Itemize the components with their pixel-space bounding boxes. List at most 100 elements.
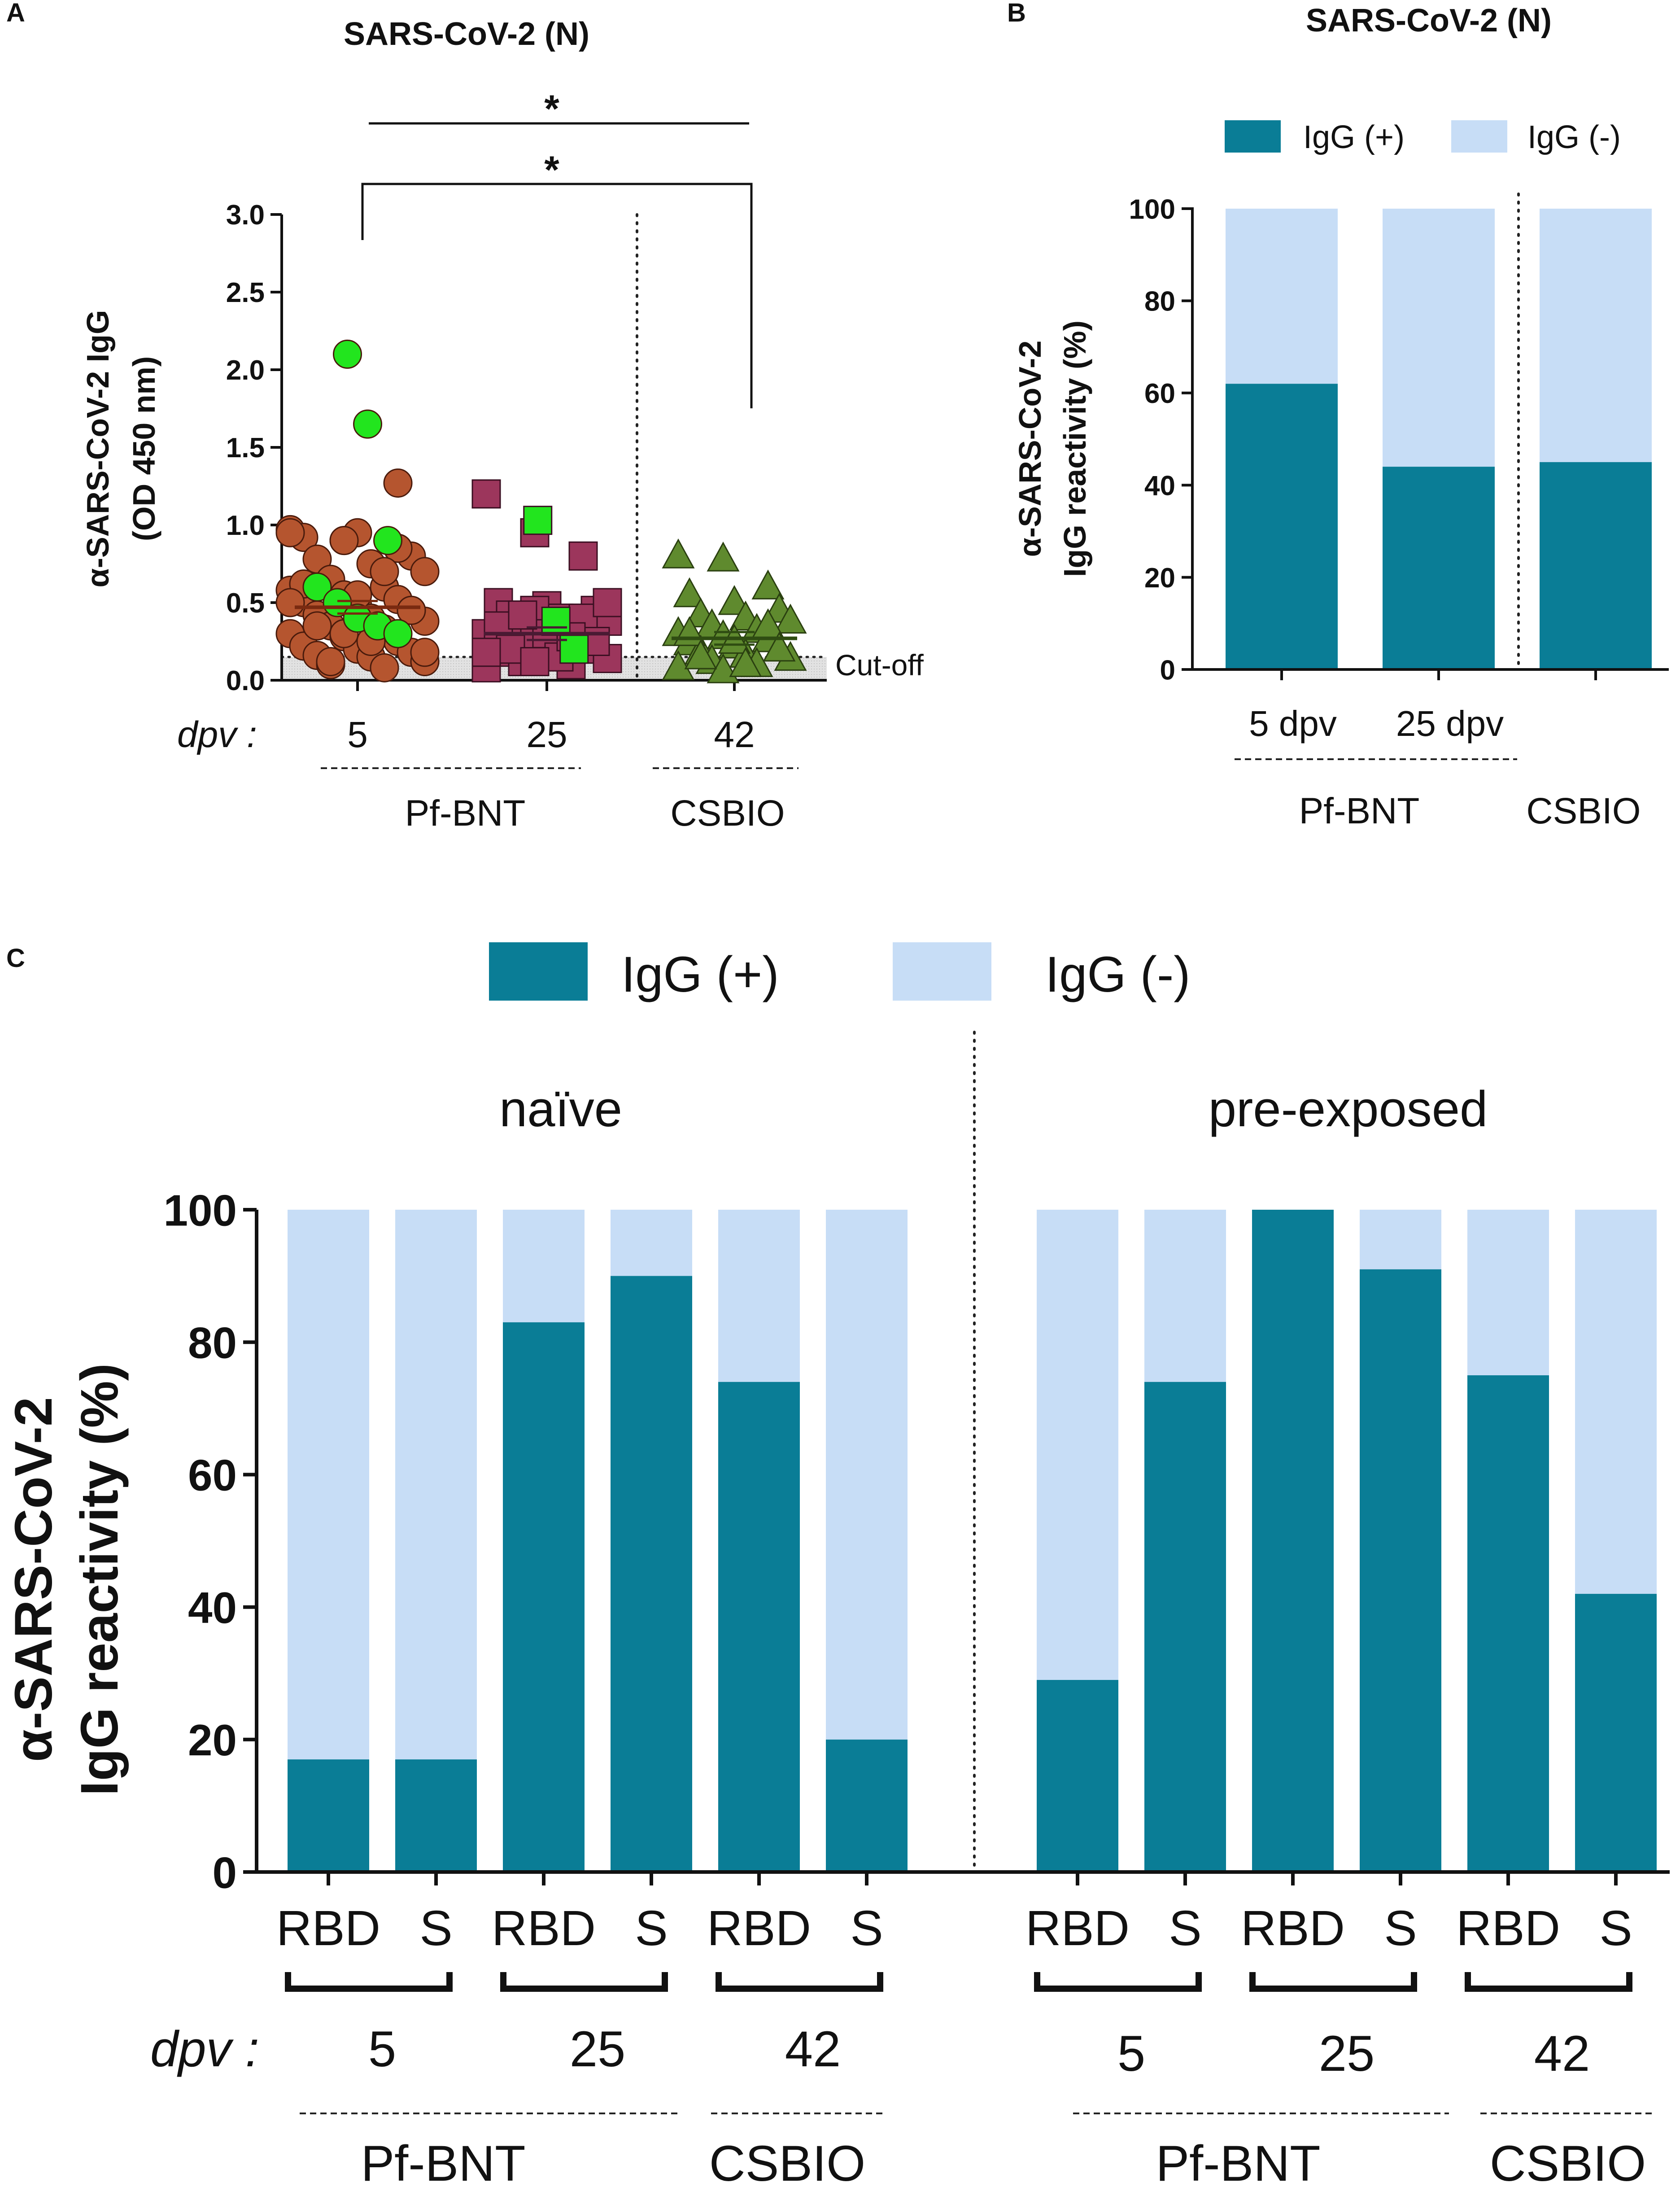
panel-a-point-highlight (383, 619, 413, 648)
panel-c-dpv-label: 5 (1117, 2025, 1145, 2082)
bar-igg-negative (1467, 1210, 1549, 1375)
panel-a-y-ticks: 0.0 0.5 1.0 1.5 2.0 2.5 3.0 (226, 200, 282, 696)
panel-c-category-label: S (1169, 1901, 1201, 1956)
panel-c-category-label: RBD (707, 1901, 811, 1956)
panel-a-point (302, 611, 332, 641)
significance-star-1: * (544, 87, 559, 131)
panel-b-x-ticks (1280, 669, 1597, 680)
panel-a-point (729, 647, 762, 677)
panel-a-point (568, 541, 598, 571)
panel-a-point (662, 538, 695, 569)
panel-c-legend-pos-swatch (489, 942, 588, 1001)
bar-igg-positive (1575, 1594, 1657, 1872)
panel-c-dpv-prefix: dpv : (150, 2021, 259, 2077)
ytick-label: 100 (163, 1185, 237, 1235)
panel-c-ylabel-line1: α-SARS-CoV-2 (4, 1397, 63, 1762)
panel-c-ylabel-line2: IgG reactivity (%) (70, 1363, 129, 1796)
panel-a-point (673, 577, 706, 608)
bar-igg-positive (1360, 1269, 1441, 1872)
panel-c-dpv-label: 5 (368, 2021, 396, 2077)
bar-igg-negative (1037, 1210, 1118, 1680)
panel-a-point (593, 588, 622, 617)
panel-a-cat-42: 42 (714, 714, 755, 755)
panel-c-dpv-labels: 5 25 42 5 25 42 (368, 2021, 1590, 2082)
ytick-label: 40 (188, 1583, 237, 1632)
panel-a-ytick-label: 0.0 (226, 665, 265, 696)
bar-igg-positive (1226, 384, 1338, 669)
panel-b-group-pf: Pf-BNT (1299, 791, 1420, 831)
panel-a-point (751, 569, 785, 599)
panel-a-group-pf: Pf-BNT (405, 793, 526, 834)
significance-star-2: * (544, 149, 559, 192)
panel-c-dpv-label: 42 (1534, 2025, 1590, 2082)
panel-c-group-cs-naive: CSBIO (709, 2135, 866, 2187)
panel-b-group-cs: CSBIO (1526, 791, 1641, 831)
panel-a-point (275, 588, 305, 617)
bar-igg-negative (1144, 1210, 1226, 1382)
panel-a-point (370, 557, 399, 586)
panel-c-category-label: RBD (1025, 1901, 1130, 1956)
bar-igg-negative (1575, 1210, 1657, 1594)
ytick-label: 80 (188, 1318, 237, 1367)
panel-a-point (763, 631, 796, 662)
panel-c-legend-pos-label: IgG (+) (621, 946, 779, 1002)
bar-igg-positive (395, 1759, 477, 1872)
ytick-label: 60 (1144, 378, 1175, 409)
dpv-bracket (500, 1972, 668, 1992)
panel-a-ytick-label: 0.5 (226, 588, 265, 619)
section-pre-exposed: pre-exposed (1209, 1081, 1488, 1137)
panel-a-point (410, 638, 440, 667)
panel-c-category-label: RBD (1241, 1901, 1345, 1956)
panel-b-ylabel-line2: IgG reactivity (%) (1057, 320, 1092, 577)
panel-c-dpv-brackets (285, 1972, 1632, 1992)
panel-a-ytick-label: 1.5 (226, 433, 265, 464)
bar-igg-positive (503, 1322, 585, 1872)
panel-b-legend-pos-swatch (1225, 120, 1281, 153)
panel-a-point-highlight (323, 588, 352, 617)
panel-a-point (383, 468, 413, 498)
panel-a-x-ticks (356, 680, 736, 691)
panel-a-means (295, 599, 797, 646)
bar-igg-positive (1037, 1680, 1118, 1872)
panel-a-point (774, 604, 807, 634)
bar-igg-negative (395, 1210, 477, 1760)
panel-b-legend-pos-label: IgG (+) (1303, 119, 1405, 155)
panel-a-point-highlight (302, 572, 332, 602)
panel-a-dpv-prefix: dpv : (177, 714, 257, 755)
panel-a-group-cs: CSBIO (670, 793, 785, 834)
panel-a-point (410, 557, 440, 586)
panel-c-category-label: S (635, 1901, 668, 1956)
panel-a-point-highlight (333, 339, 362, 369)
panel-a-letter: A (6, 0, 25, 27)
panel-a-point (471, 479, 501, 509)
panel-b-legend-neg-label: IgG (-) (1527, 119, 1621, 155)
panel-c-letter: C (6, 944, 25, 973)
bar-igg-positive (611, 1276, 692, 1872)
ytick-label: 40 (1144, 471, 1175, 502)
panel-c-dpv-label: 42 (785, 2021, 841, 2077)
panel-c-group-cs-pre: CSBIO (1490, 2135, 1646, 2187)
bar-igg-negative (1226, 209, 1338, 384)
ytick-label: 20 (1144, 563, 1175, 594)
panel-a-point-highlight (541, 607, 571, 636)
panel-b-legend-neg-swatch (1451, 120, 1507, 153)
dpv-bracket (716, 1972, 883, 1992)
panel-a-point (275, 518, 305, 547)
dpv-bracket (285, 1972, 453, 1992)
bar-igg-negative (1540, 209, 1652, 462)
panel-b-letter: B (1007, 0, 1026, 27)
bar-igg-negative (1383, 209, 1495, 467)
panel-c: C IgG (+) IgG (-) naïve pre-exposed α-SA… (4, 942, 1670, 2187)
panel-a-cat-5: 5 (347, 714, 368, 755)
panel-a: A SARS-CoV-2 (N) α-SARS-CoV-2 IgG (OD 45… (6, 0, 924, 834)
panel-a-ytick-label: 1.0 (226, 510, 265, 541)
bar-igg-positive (1144, 1382, 1226, 1872)
bar-igg-negative (718, 1210, 800, 1382)
panel-b-y-ticks: 0 20 40 60 80 100 (1129, 194, 1192, 686)
panel-c-category-label: RBD (276, 1901, 380, 1956)
bar-igg-negative (826, 1210, 908, 1740)
panel-a-point (329, 526, 359, 555)
panel-a-ylabel-line2: (OD 450 nm) (127, 356, 161, 541)
panel-a-ytick-label: 2.5 (226, 277, 265, 308)
panel-c-category-label: S (850, 1901, 883, 1956)
